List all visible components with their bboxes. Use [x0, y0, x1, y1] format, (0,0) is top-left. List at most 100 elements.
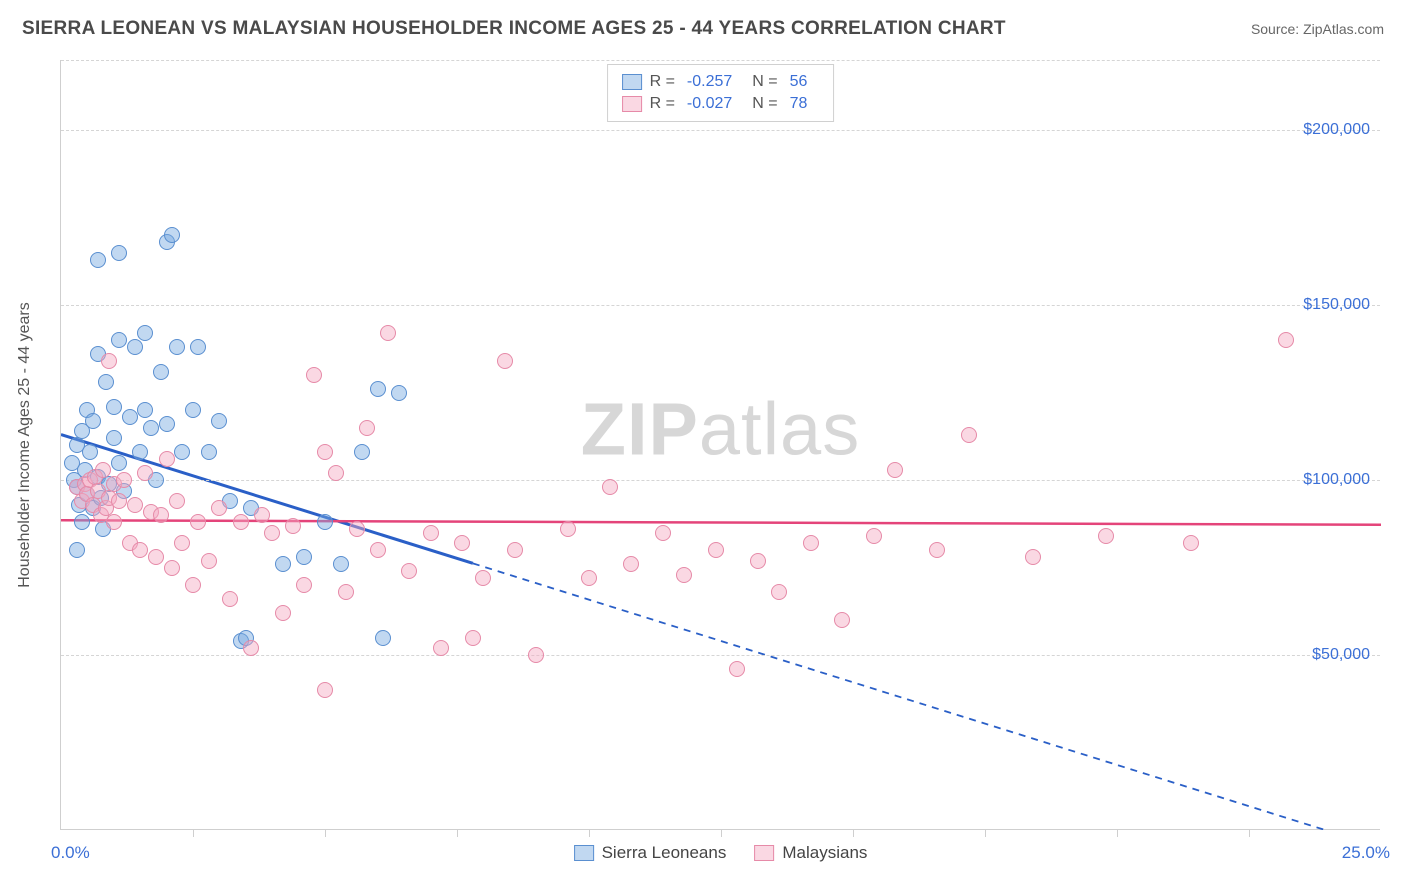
data-point [602, 479, 618, 495]
data-point [143, 420, 159, 436]
x-tick [457, 829, 458, 837]
data-point [95, 462, 111, 478]
data-point [153, 364, 169, 380]
data-point [159, 416, 175, 432]
x-tick [853, 829, 854, 837]
data-point [676, 567, 692, 583]
data-point [111, 455, 127, 471]
data-point [296, 549, 312, 565]
data-point [1025, 549, 1041, 565]
data-point [338, 584, 354, 600]
data-point [623, 556, 639, 572]
data-point [174, 444, 190, 460]
data-point [169, 493, 185, 509]
data-point [137, 325, 153, 341]
x-tick [985, 829, 986, 837]
legend-swatch-icon [754, 845, 774, 861]
data-point [581, 570, 597, 586]
data-point [201, 553, 217, 569]
data-point [243, 640, 259, 656]
data-point [233, 514, 249, 530]
data-point [137, 465, 153, 481]
data-point [317, 682, 333, 698]
x-axis-min-label: 0.0% [51, 843, 90, 863]
x-tick [721, 829, 722, 837]
y-axis-title: Householder Income Ages 25 - 44 years [16, 302, 34, 588]
chart-container: SIERRA LEONEAN VS MALAYSIAN HOUSEHOLDER … [0, 0, 1406, 892]
source-label: Source: ZipAtlas.com [1251, 21, 1384, 37]
legend-correlation: R = -0.257 N = 56 R = -0.027 N = 78 [607, 64, 835, 122]
data-point [127, 497, 143, 513]
data-point [1098, 528, 1114, 544]
data-point [359, 420, 375, 436]
data-point [328, 465, 344, 481]
data-point [497, 353, 513, 369]
data-point [169, 339, 185, 355]
data-point [106, 430, 122, 446]
x-tick [325, 829, 326, 837]
data-point [264, 525, 280, 541]
data-point [803, 535, 819, 551]
data-point [201, 444, 217, 460]
legend-row-2: R = -0.027 N = 78 [622, 93, 820, 115]
data-point [211, 413, 227, 429]
title-bar: SIERRA LEONEAN VS MALAYSIAN HOUSEHOLDER … [22, 18, 1384, 40]
data-point [1278, 332, 1294, 348]
x-tick [193, 829, 194, 837]
data-point [475, 570, 491, 586]
data-point [116, 472, 132, 488]
legend-n-value-1: 56 [790, 73, 808, 91]
data-point [391, 385, 407, 401]
data-point [254, 507, 270, 523]
data-point [275, 605, 291, 621]
legend-r-value-1: -0.257 [687, 73, 732, 91]
data-point [370, 542, 386, 558]
gridline [61, 655, 1380, 656]
data-point [132, 444, 148, 460]
data-point [401, 563, 417, 579]
data-point [370, 381, 386, 397]
gridline [61, 480, 1380, 481]
data-point [190, 514, 206, 530]
data-point [333, 556, 349, 572]
data-point [174, 535, 190, 551]
legend-n-label: N = [752, 95, 777, 113]
data-point [528, 647, 544, 663]
gridline [61, 60, 1380, 61]
data-point [887, 462, 903, 478]
data-point [122, 409, 138, 425]
data-point [132, 542, 148, 558]
data-point [159, 451, 175, 467]
data-point [222, 591, 238, 607]
data-point [153, 507, 169, 523]
data-point [190, 339, 206, 355]
legend-item-1: Sierra Leoneans [574, 843, 727, 863]
legend-n-value-2: 78 [790, 95, 808, 113]
data-point [106, 514, 122, 530]
data-point [111, 332, 127, 348]
data-point [185, 402, 201, 418]
data-point [111, 493, 127, 509]
legend-n-label: N = [752, 73, 777, 91]
legend-item-2: Malaysians [754, 843, 867, 863]
legend-swatch-icon [574, 845, 594, 861]
data-point [82, 444, 98, 460]
data-point [137, 402, 153, 418]
data-point [101, 353, 117, 369]
data-point [127, 339, 143, 355]
data-point [285, 518, 301, 534]
data-point [750, 553, 766, 569]
data-point [1183, 535, 1199, 551]
y-tick-label: $50,000 [1312, 646, 1370, 664]
legend-r-label: R = [650, 95, 675, 113]
data-point [375, 630, 391, 646]
data-point [211, 500, 227, 516]
data-point [275, 556, 291, 572]
data-point [929, 542, 945, 558]
data-point [708, 542, 724, 558]
data-point [98, 374, 114, 390]
data-point [111, 245, 127, 261]
plot-area: ZIPatlas Householder Income Ages 25 - 44… [60, 60, 1380, 830]
data-point [185, 577, 201, 593]
data-point [106, 399, 122, 415]
